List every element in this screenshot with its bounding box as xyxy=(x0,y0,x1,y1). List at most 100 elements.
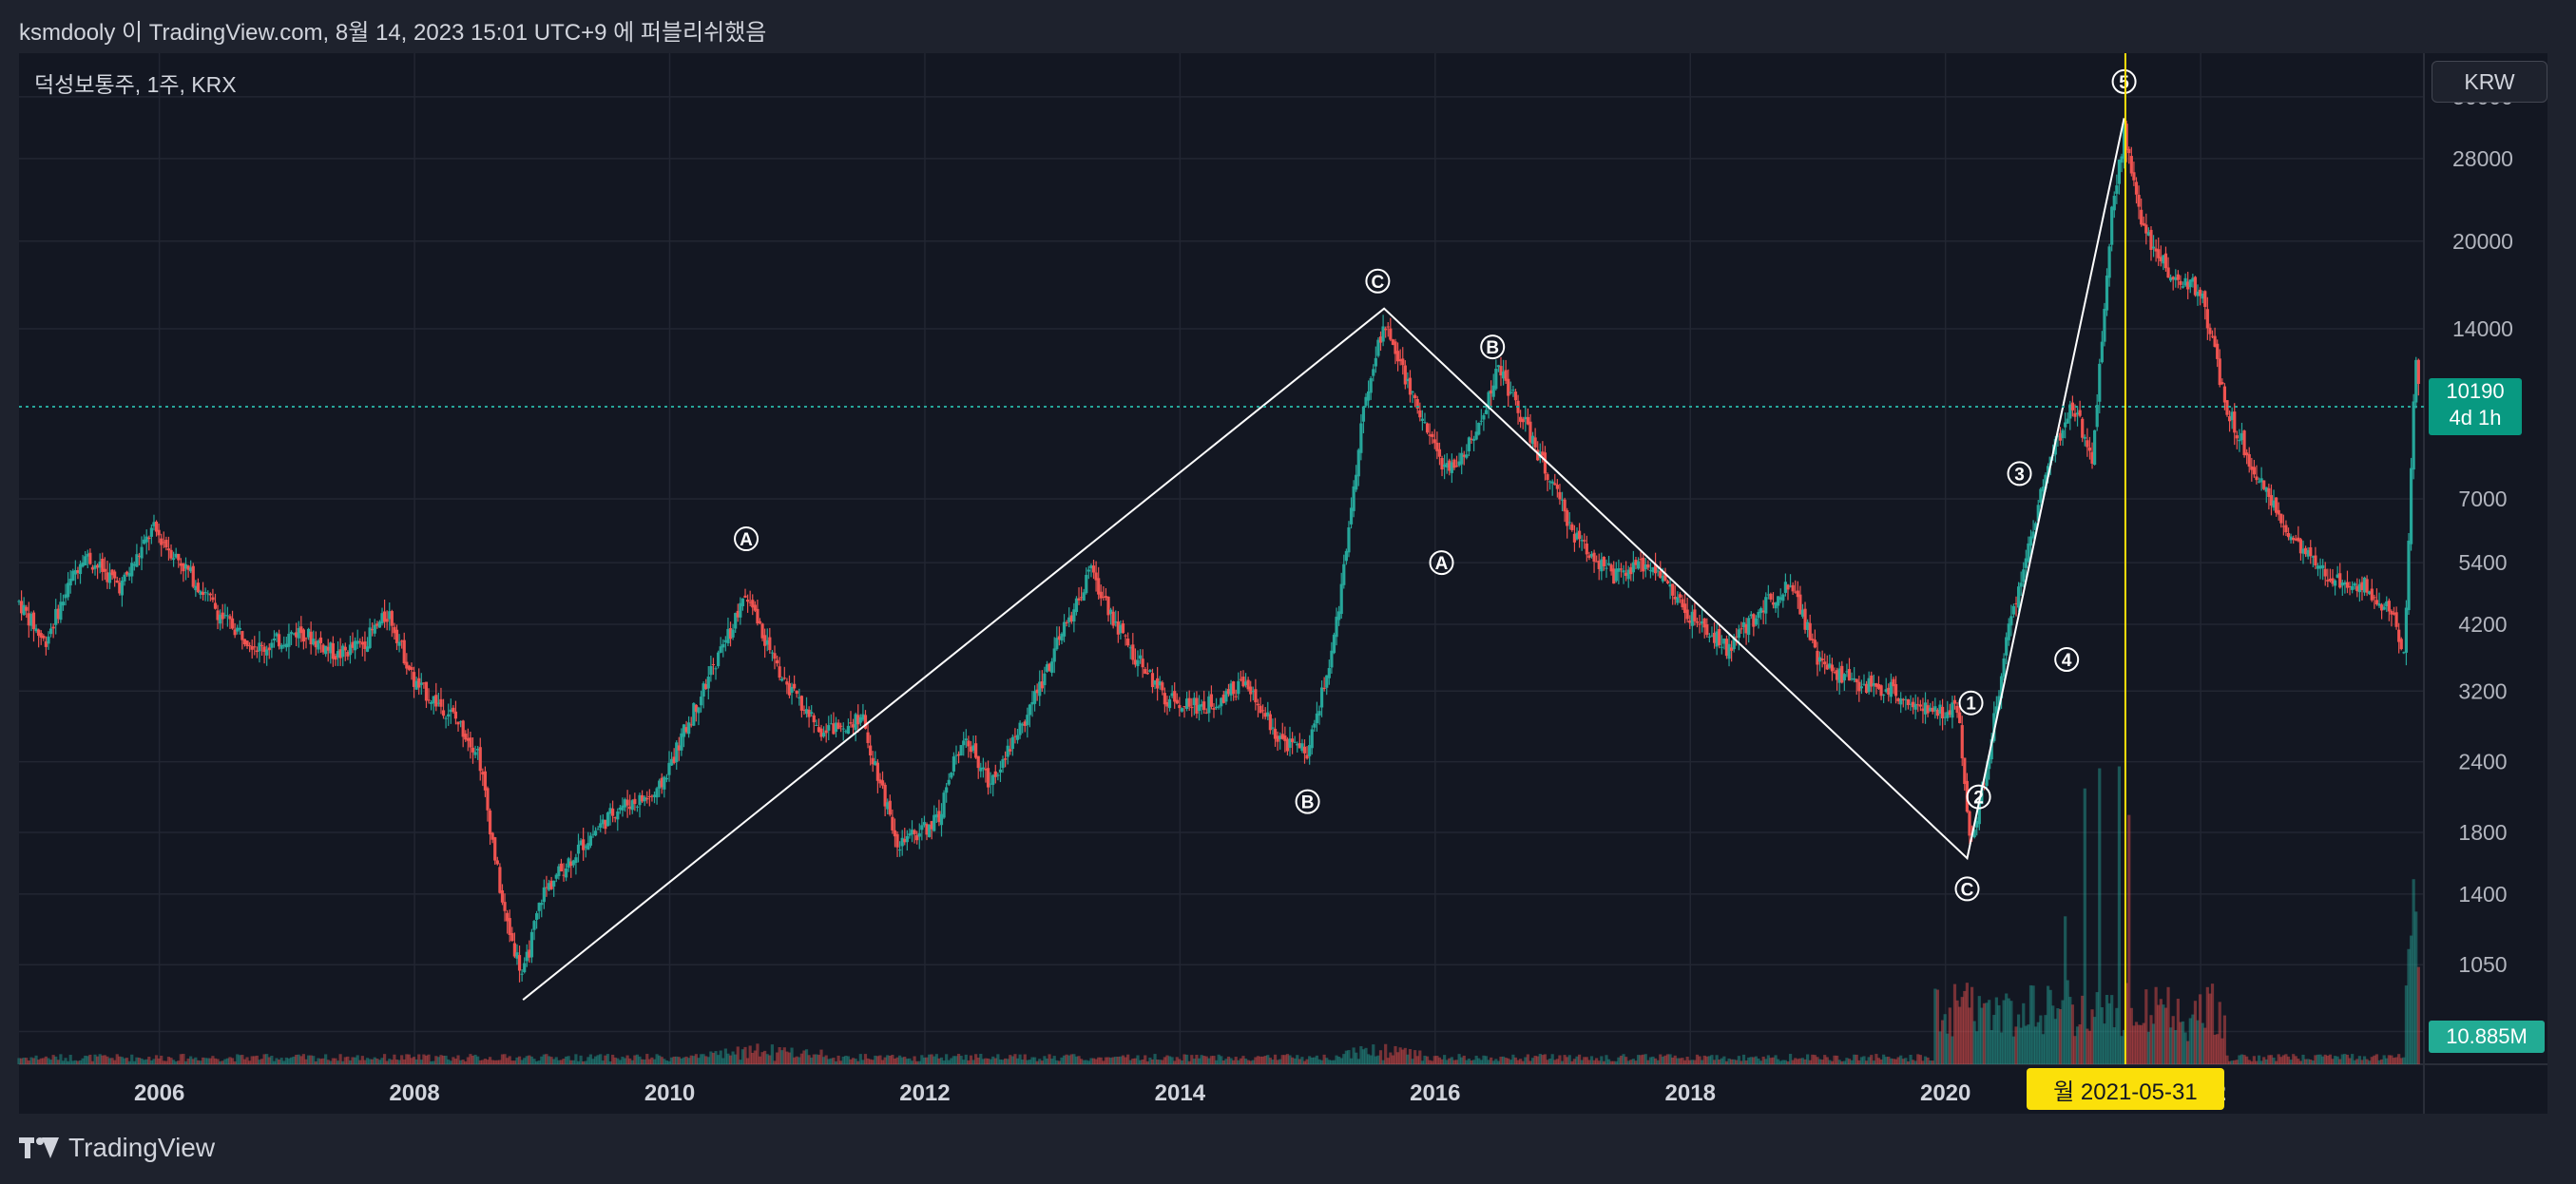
volume-bar xyxy=(1273,1054,1278,1064)
candle-body xyxy=(1693,609,1697,621)
volume-bar xyxy=(2064,916,2067,1064)
volume-bar xyxy=(687,1058,691,1064)
candle-body xyxy=(1656,570,1660,572)
candle-body xyxy=(508,918,511,936)
volume-bar xyxy=(317,1058,320,1064)
candle-body xyxy=(851,724,855,728)
volume-bar xyxy=(1165,1055,1169,1064)
volume-bar xyxy=(1665,1054,1670,1064)
volume-bar xyxy=(1038,1059,1042,1064)
volume-bar xyxy=(295,1055,298,1064)
candle-body xyxy=(493,837,497,861)
candle-body xyxy=(1501,372,1506,379)
candle-body xyxy=(1278,735,1282,739)
volume-bar xyxy=(593,1056,598,1064)
price-axis[interactable]: 8001050140018002400320042005400700014000… xyxy=(2452,85,2513,1044)
volume-bar xyxy=(1043,1056,1047,1064)
candle-body xyxy=(2351,585,2355,590)
volume-bar xyxy=(849,1059,853,1064)
volume-bar xyxy=(1361,1049,1366,1064)
candle-body xyxy=(1833,672,1836,674)
candle-body xyxy=(2132,172,2136,181)
volume-bar xyxy=(815,1054,818,1064)
candle-body xyxy=(875,762,879,781)
volume-bar xyxy=(377,1060,382,1064)
candle-body xyxy=(1261,710,1265,712)
volume-bar xyxy=(230,1058,235,1064)
volume-bar xyxy=(1099,1057,1103,1064)
volume-bar xyxy=(2132,1025,2136,1064)
volume-bar xyxy=(143,1060,146,1064)
candle-body xyxy=(883,784,887,807)
time-axis[interactable]: 200620082010201220142016201820202022 xyxy=(134,1080,2226,1106)
candle-body xyxy=(1150,673,1155,688)
volume-bar xyxy=(1378,1050,1383,1064)
volume-bar xyxy=(1965,983,1969,1064)
candle-body xyxy=(203,591,207,593)
candle-body xyxy=(2129,156,2133,174)
candle-body xyxy=(728,628,733,640)
candle-body xyxy=(236,627,240,632)
candle-body xyxy=(1335,616,1338,638)
currency-button[interactable]: KRW xyxy=(2432,61,2547,103)
volume-bar xyxy=(336,1060,340,1064)
candle-body xyxy=(1030,701,1034,705)
volume-bar xyxy=(2257,1055,2261,1064)
candle-body xyxy=(579,840,583,846)
volume-bar xyxy=(177,1060,181,1064)
candle-body xyxy=(1509,391,1512,393)
candle-body xyxy=(1372,369,1375,376)
volume-bar xyxy=(221,1060,224,1064)
candle-body xyxy=(734,613,738,629)
candle-body xyxy=(2058,432,2063,441)
volume-bar xyxy=(2328,1054,2333,1064)
volume-bar xyxy=(2112,1027,2116,1064)
volume-bar xyxy=(621,1057,625,1064)
volume-bar xyxy=(1067,1055,1071,1064)
candle-body xyxy=(2208,327,2212,334)
volume-bar xyxy=(149,1060,153,1064)
candle-body xyxy=(64,594,67,599)
candle-body xyxy=(318,637,323,643)
volume-bar xyxy=(1990,1030,1993,1064)
candle-body xyxy=(2140,209,2143,225)
candle-body xyxy=(1241,677,1245,687)
volume-bar xyxy=(2281,1055,2285,1064)
candle-body xyxy=(447,714,451,717)
volume-bar xyxy=(785,1051,789,1064)
candle-body xyxy=(778,666,781,678)
volume-bar xyxy=(2163,1007,2168,1064)
volume-bar xyxy=(2303,1059,2308,1064)
volume-bar xyxy=(48,1060,53,1064)
candle-body xyxy=(1528,421,1532,443)
volume-bar xyxy=(1372,1044,1375,1064)
volume-bar xyxy=(1533,1056,1537,1064)
volume-bar xyxy=(2269,1055,2274,1064)
volume-bar xyxy=(1651,1056,1655,1064)
volume-bar xyxy=(2284,1054,2288,1064)
candle-body xyxy=(481,772,485,775)
volume-bar xyxy=(2351,1054,2355,1064)
candle-body xyxy=(1496,365,1501,368)
volume-bar xyxy=(71,1060,75,1064)
volume-bar xyxy=(1948,1007,1951,1064)
candle-body xyxy=(115,580,119,583)
volume-bar xyxy=(183,1060,188,1064)
candle-body xyxy=(869,745,873,755)
tradingview-brand[interactable]: TradingView xyxy=(19,1133,215,1163)
volume-bar xyxy=(373,1057,376,1064)
volume-bar xyxy=(1882,1054,1886,1064)
candle-body xyxy=(2166,267,2170,278)
volume-bar xyxy=(473,1054,477,1064)
candle-body xyxy=(1997,696,2001,711)
volume-bar xyxy=(1018,1054,1022,1064)
candle-body xyxy=(363,641,367,649)
volume-bar xyxy=(265,1054,269,1064)
volume-bar xyxy=(1479,1060,1483,1064)
candle-body xyxy=(164,540,168,548)
volume-bar xyxy=(495,1060,499,1064)
candle-body xyxy=(27,613,30,626)
volume-bar xyxy=(569,1060,573,1064)
volume-bar xyxy=(1870,1055,1874,1064)
